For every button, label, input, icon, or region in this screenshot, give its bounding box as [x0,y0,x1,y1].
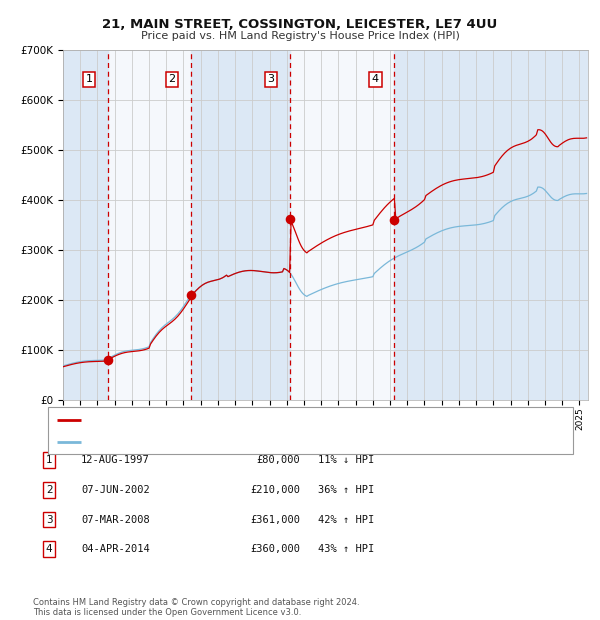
Text: 4: 4 [46,544,53,554]
Text: 07-JUN-2002: 07-JUN-2002 [81,485,150,495]
Bar [394,50,588,400]
Text: 2: 2 [169,74,176,84]
Text: HPI: Average price, detached house, Charnwood: HPI: Average price, detached house, Char… [87,437,323,447]
Point [186,290,196,300]
Bar [191,50,290,400]
Point [389,215,399,224]
Text: 36% ↑ HPI: 36% ↑ HPI [318,485,374,495]
Text: 4: 4 [372,74,379,84]
Text: 12-AUG-1997: 12-AUG-1997 [81,455,150,465]
Text: This data is licensed under the Open Government Licence v3.0.: This data is licensed under the Open Gov… [33,608,301,617]
Text: 3: 3 [46,515,53,525]
Text: £210,000: £210,000 [250,485,300,495]
Text: 21, MAIN STREET, COSSINGTON, LEICESTER, LE7 4UU: 21, MAIN STREET, COSSINGTON, LEICESTER, … [103,19,497,31]
Text: 21, MAIN STREET, COSSINGTON, LEICESTER, LE7 4UU (detached house): 21, MAIN STREET, COSSINGTON, LEICESTER, … [87,415,437,425]
Text: 43% ↑ HPI: 43% ↑ HPI [318,544,374,554]
Text: 1: 1 [46,455,53,465]
Point [103,355,113,365]
Text: Price paid vs. HM Land Registry's House Price Index (HPI): Price paid vs. HM Land Registry's House … [140,31,460,41]
Text: 07-MAR-2008: 07-MAR-2008 [81,515,150,525]
Bar [63,50,108,400]
Text: 11% ↓ HPI: 11% ↓ HPI [318,455,374,465]
Text: 2: 2 [46,485,53,495]
Text: 3: 3 [268,74,274,84]
Text: 04-APR-2014: 04-APR-2014 [81,544,150,554]
Text: Contains HM Land Registry data © Crown copyright and database right 2024.: Contains HM Land Registry data © Crown c… [33,598,359,607]
Text: £361,000: £361,000 [250,515,300,525]
Text: 1: 1 [85,74,92,84]
Text: 42% ↑ HPI: 42% ↑ HPI [318,515,374,525]
Point [285,215,295,224]
Text: £360,000: £360,000 [250,544,300,554]
Text: £80,000: £80,000 [256,455,300,465]
